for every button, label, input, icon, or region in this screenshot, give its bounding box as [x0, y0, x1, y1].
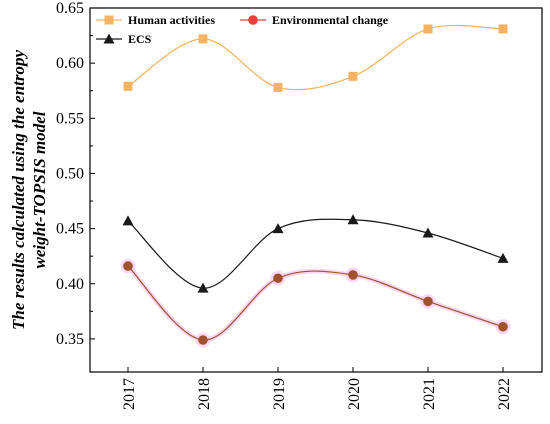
- plot-frame: [89, 7, 543, 373]
- data-point: [123, 261, 133, 271]
- x-tick-label: 2018: [196, 378, 213, 410]
- data-point: [498, 24, 508, 34]
- legend-item: ECS: [96, 32, 152, 46]
- legend-marker: [103, 33, 115, 44]
- data-point: [348, 270, 358, 280]
- data-point: [498, 321, 508, 332]
- x-tick-label: 2022: [496, 378, 513, 410]
- data-point: [497, 252, 509, 263]
- legend-marker: [104, 15, 114, 25]
- legend-label: Environmental change: [272, 13, 389, 27]
- legend-label: Human activities: [128, 13, 215, 27]
- y-tick-label: 0.45: [56, 221, 84, 238]
- data-point: [198, 34, 208, 44]
- series-line: [127, 24, 504, 91]
- data-point: [423, 296, 433, 307]
- x-tick-label: 2020: [346, 378, 363, 410]
- legend-item: Human activities: [96, 13, 215, 27]
- x-tick-label: 2019: [271, 378, 288, 410]
- y-tick-label: 0.40: [56, 276, 84, 293]
- data-point: [347, 214, 359, 225]
- series-layer: [120, 24, 511, 348]
- data-point: [273, 273, 283, 284]
- y-tick-label: 0.65: [56, 0, 84, 17]
- y-tick-label: 0.50: [56, 165, 84, 182]
- data-point: [273, 82, 283, 92]
- series-human-activities: [123, 24, 508, 92]
- y-axis-title-line-2: weight-TOPSIS model: [30, 111, 49, 268]
- data-point: [423, 24, 433, 34]
- data-point: [272, 223, 284, 234]
- data-point: [348, 71, 358, 81]
- y-axis: 0.35 0.40 0.45 0.50 0.55 0.60 0.65: [56, 0, 95, 348]
- data-point: [198, 335, 208, 345]
- y-axis-title-line-1: The results calculated using the entropy: [9, 50, 28, 330]
- legend-label: ECS: [128, 32, 152, 46]
- x-tick-label: 2021: [421, 378, 438, 410]
- legend: Human activities Environmental change ECS: [96, 13, 389, 46]
- y-tick-label: 0.60: [56, 55, 84, 72]
- data-point: [197, 282, 209, 293]
- y-tick-label: 0.35: [56, 331, 84, 348]
- x-tick-label: 2017: [121, 378, 138, 410]
- legend-marker: [248, 15, 258, 25]
- data-point: [422, 227, 434, 238]
- legend-item: Environmental change: [240, 13, 389, 27]
- series-glow: [126, 264, 504, 343]
- data-point: [123, 81, 133, 91]
- series-line: [127, 218, 504, 289]
- data-point: [122, 215, 134, 226]
- series-ecs: [122, 214, 509, 293]
- y-tick-label: 0.55: [56, 110, 84, 127]
- series-environmental-change: [120, 258, 511, 348]
- x-axis: 2017 2018 2019 2020 2021 2022: [121, 367, 513, 410]
